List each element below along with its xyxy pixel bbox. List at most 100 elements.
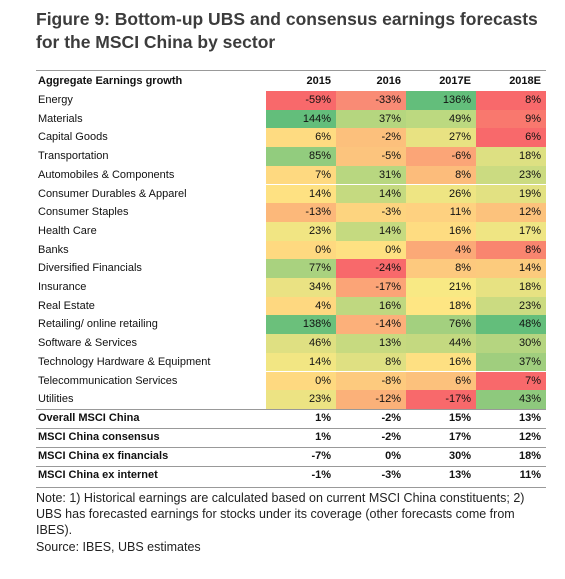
row-label: Technology Hardware & Equipment [38, 355, 211, 368]
summary-cell: 12% [518, 431, 541, 444]
heat-cell: 85% [266, 147, 336, 166]
heat-cell: 48% [476, 315, 546, 335]
heat-cell: 8% [336, 352, 406, 372]
heat-cell: 76% [406, 315, 476, 335]
heat-cell: 7% [476, 371, 546, 391]
summary-cell: 17% [448, 431, 471, 444]
heat-cell: 17% [476, 221, 546, 241]
heat-cell: 144% [266, 109, 336, 129]
heat-cell: 30% [476, 334, 546, 353]
heat-cell: 8% [406, 165, 476, 185]
summary-cell: 15% [448, 412, 471, 425]
row-label: MSCI China ex financials [38, 450, 169, 463]
row-label: Insurance [38, 281, 87, 293]
heat-cell: 0% [266, 371, 336, 391]
heat-cell: 9% [476, 109, 546, 129]
column-header: 2017E [439, 75, 471, 87]
note: Note: 1) Historical earnings are calcula… [36, 491, 525, 537]
heat-cell: 4% [266, 296, 336, 316]
heat-cell: 18% [406, 296, 476, 316]
heat-cell: 77% [266, 259, 336, 278]
rule [36, 70, 546, 71]
heat-cell: 14% [476, 259, 546, 278]
heat-cell: 6% [476, 128, 546, 148]
row-label: Banks [38, 243, 69, 256]
heat-cell: 21% [406, 278, 476, 297]
summary-cell: 1% [315, 431, 331, 444]
heat-cell: 14% [336, 184, 406, 204]
heat-cell: 16% [406, 221, 476, 241]
rule [36, 427, 546, 429]
heat-cell: 8% [476, 91, 546, 110]
heat-cell: 27% [406, 128, 476, 148]
heat-cell: 19% [476, 184, 546, 204]
rule [36, 465, 546, 467]
rule [36, 486, 546, 488]
heat-cell: -14% [336, 315, 406, 335]
heat-cell: 12% [476, 203, 546, 222]
summary-cell: -1% [311, 469, 331, 482]
heat-cell: 16% [406, 352, 476, 372]
source: Source: IBES, UBS estimates [36, 540, 201, 554]
heat-cell: -13% [266, 203, 336, 222]
row-label: Overall MSCI China [38, 412, 140, 425]
summary-cell: 18% [518, 450, 541, 463]
summary-cell: -7% [311, 450, 331, 463]
row-label: Energy [38, 94, 73, 106]
row-label: Real Estate [38, 299, 95, 312]
heat-cell: -59% [266, 91, 336, 110]
heat-cell: 23% [476, 165, 546, 185]
heat-cell: 0% [336, 240, 406, 260]
row-label: Automobiles & Components [38, 168, 175, 181]
heat-cell: 18% [476, 278, 546, 297]
heat-cell: 14% [266, 184, 336, 204]
heat-cell: 23% [476, 296, 546, 316]
heat-cell: -8% [336, 371, 406, 391]
heat-cell: 138% [266, 315, 336, 335]
summary-cell: 1% [315, 412, 331, 425]
heat-cell: 37% [336, 109, 406, 129]
row-label: MSCI China consensus [38, 431, 160, 444]
heat-cell: -3% [336, 203, 406, 222]
heat-cell: -5% [336, 147, 406, 166]
row-label: Health Care [38, 224, 97, 237]
summary-cell: -2% [381, 412, 401, 425]
heat-cell: -12% [336, 390, 406, 409]
heat-cell: 23% [266, 390, 336, 409]
column-header: Aggregate Earnings growth [38, 75, 183, 87]
summary-cell: 30% [448, 450, 471, 463]
row-label: Transportation [38, 150, 109, 163]
heat-cell: 136% [406, 91, 476, 110]
heat-cell: 31% [336, 165, 406, 185]
heat-cell: -33% [336, 91, 406, 110]
row-label: MSCI China ex internet [38, 469, 158, 482]
heat-cell: -17% [336, 278, 406, 297]
heat-cell: -17% [406, 390, 476, 409]
heat-cell: -2% [336, 128, 406, 148]
summary-cell: 11% [519, 469, 541, 482]
heat-cell: 37% [476, 352, 546, 372]
row-label: Materials [38, 112, 83, 125]
row-label: Consumer Staples [38, 206, 129, 219]
heat-cell: 0% [266, 240, 336, 260]
column-header: 2015 [306, 75, 331, 87]
summary-cell: 0% [385, 450, 401, 463]
row-label: Consumer Durables & Apparel [38, 187, 187, 200]
rule [36, 408, 546, 410]
heat-cell: 44% [406, 334, 476, 353]
heat-cell: 7% [266, 165, 336, 185]
heat-cell: 49% [406, 109, 476, 129]
title: Figure 9: Bottom-up UBS and consensus ea… [36, 9, 538, 52]
row-label: Retailing/ online retailing [38, 318, 158, 331]
summary-cell: -2% [381, 431, 401, 444]
heat-cell: 11% [406, 203, 476, 222]
row-label: Capital Goods [38, 131, 108, 144]
heat-cell: -24% [336, 259, 406, 278]
heat-cell: 26% [406, 184, 476, 204]
heat-cell: 14% [266, 352, 336, 372]
heat-cell: 8% [476, 240, 546, 260]
column-header: 2016 [376, 75, 401, 87]
heat-cell: 13% [336, 334, 406, 353]
row-label: Utilities [38, 393, 74, 406]
